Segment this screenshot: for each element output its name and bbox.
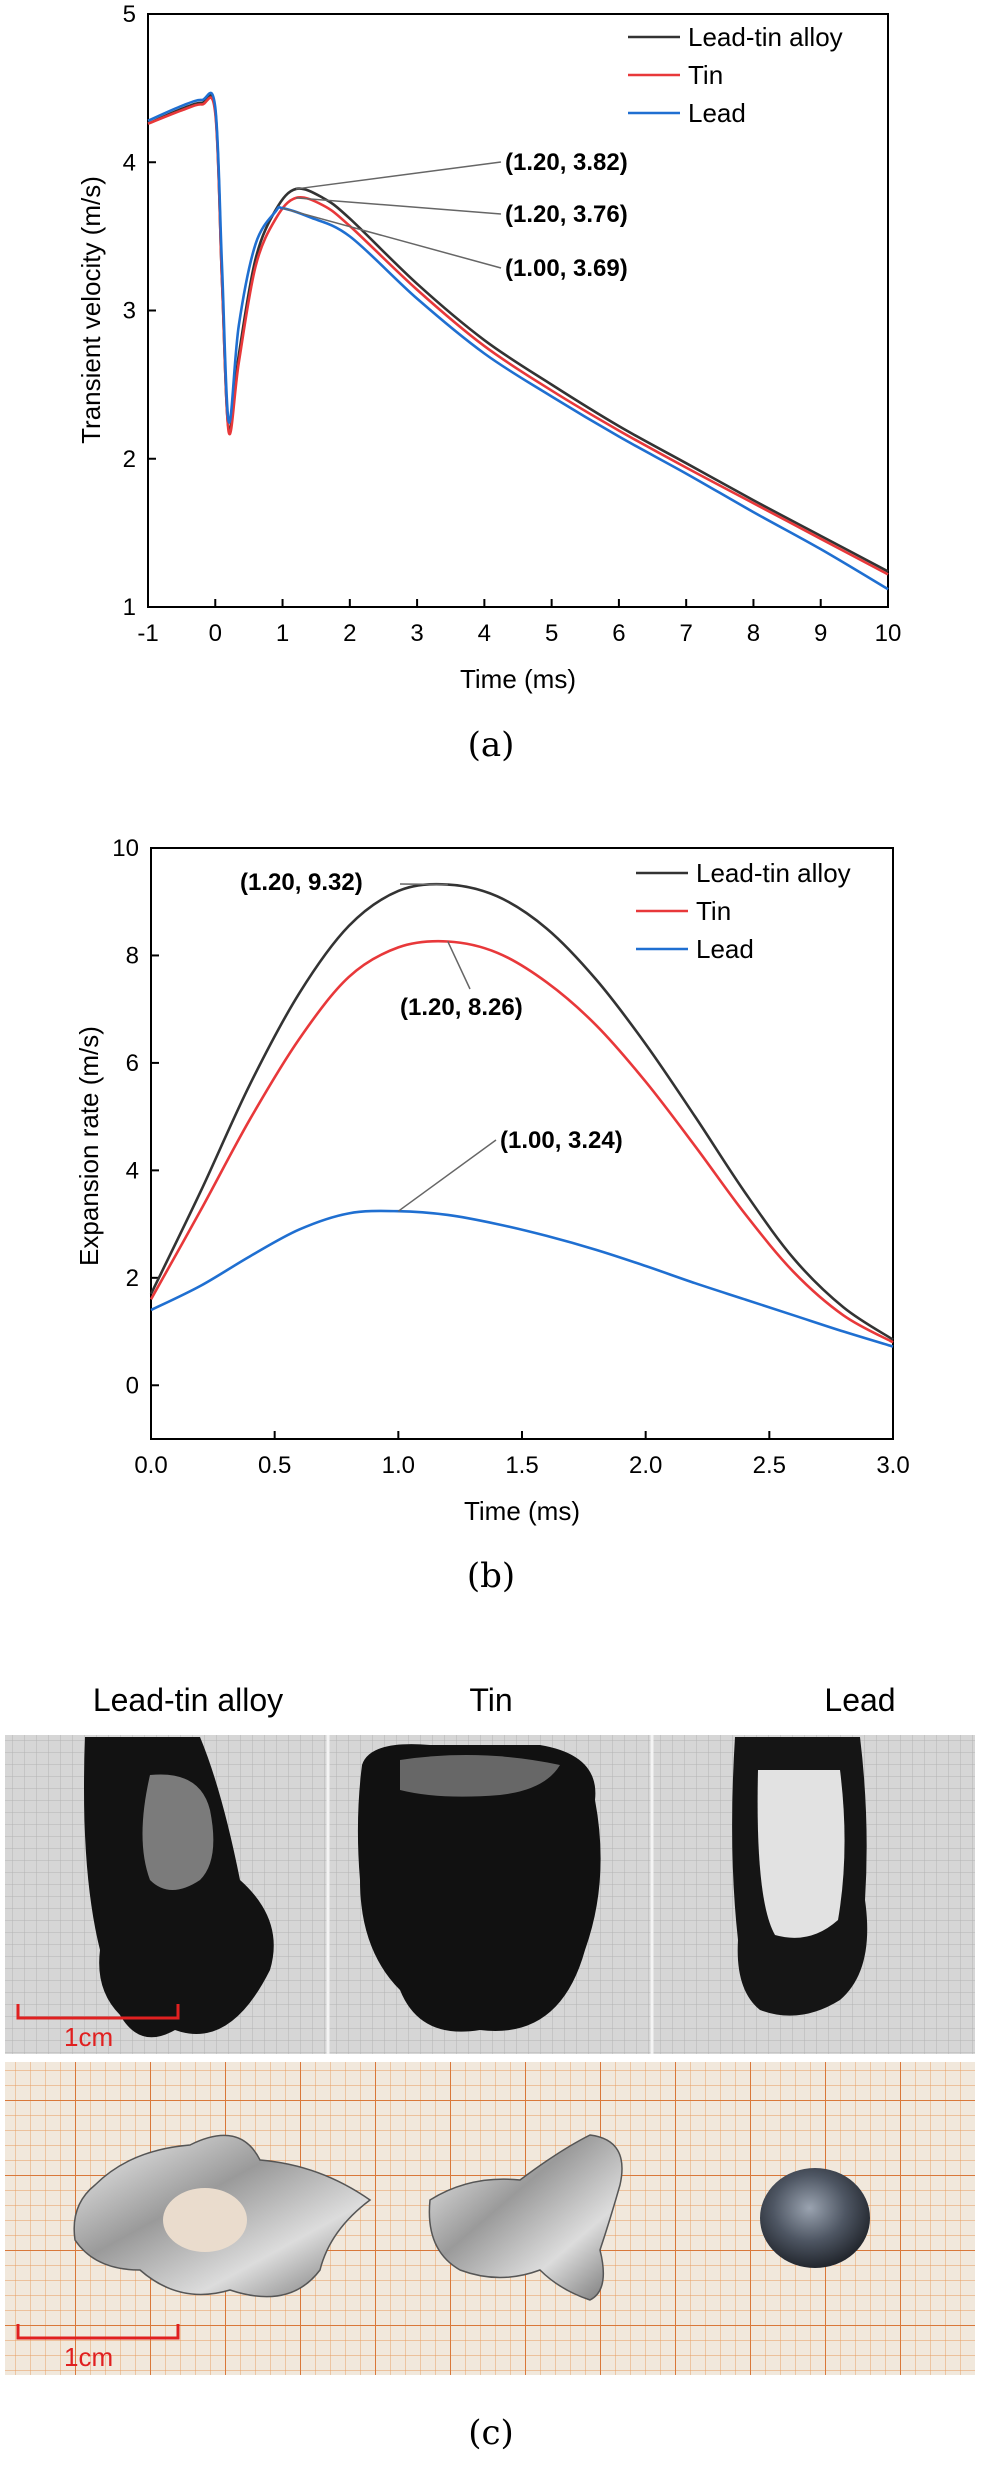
annotations-b: (1.20, 9.32) (1.20, 8.26) (1.00, 3.24) — [240, 869, 623, 1212]
scale-bar-top — [16, 2004, 180, 2020]
x-tick-label: 1.0 — [382, 1452, 415, 1479]
residue-lead — [760, 2168, 870, 2268]
legend-label-tin-b: Tin — [696, 896, 731, 926]
legend-a: Lead-tin alloy Tin Lead — [628, 22, 843, 128]
x-tick-label: 6 — [612, 620, 625, 647]
x-tick-label: 0.5 — [258, 1452, 291, 1479]
x-tick-label: 2.0 — [629, 1452, 662, 1479]
series-line-lead-tin-alloy — [149, 882, 894, 1341]
y-tick-label: 2 — [123, 446, 136, 473]
high-speed-frames: 1cm — [5, 1735, 975, 2054]
y-tick-label: 1 — [123, 594, 136, 621]
x-tick-label: 4 — [478, 620, 491, 647]
axis-ticks-b: 0.0 0.5 1.0 1.5 2.0 2.5 3.0 0 2 4 6 8 10 — [112, 835, 909, 1479]
x-tick-label: -1 — [137, 620, 158, 647]
photo-header-lead: Lead — [824, 1682, 895, 1718]
photo-header-tin: Tin — [469, 1682, 512, 1718]
y-tick-label: 4 — [123, 149, 136, 176]
photo-panel: Lead-tin alloy Tin Lead 1cm — [5, 1682, 975, 2375]
data-label: (1.20, 9.32) — [240, 869, 363, 896]
residue-tin — [428, 2134, 623, 2301]
legend-b: Lead-tin alloy Tin Lead — [636, 858, 851, 964]
x-tick-label: 8 — [747, 620, 760, 647]
y-axis-label-a: Transient velocity (m/s) — [76, 176, 106, 444]
y-tick-label: 0 — [126, 1372, 139, 1399]
x-tick-label: 5 — [545, 620, 558, 647]
x-axis-label-b: Time (ms) — [464, 1496, 580, 1526]
y-tick-label: 4 — [126, 1157, 139, 1184]
plot-frame-a — [147, 13, 889, 608]
x-tick-label: 9 — [814, 620, 827, 647]
legend-label-lead-tin-a: Lead-tin alloy — [688, 22, 843, 52]
photo-header-lead-tin: Lead-tin alloy — [93, 1682, 283, 1718]
x-axis-label-a: Time (ms) — [460, 664, 576, 694]
plume-tin-highlight — [400, 1755, 560, 1797]
data-label: (1.20, 3.76) — [505, 201, 628, 228]
data-label-leader — [399, 883, 448, 886]
x-tick-label: 0.0 — [134, 1452, 167, 1479]
legend-label-tin-a: Tin — [688, 60, 723, 90]
x-tick-label: 3.0 — [876, 1452, 909, 1479]
data-label: (1.00, 3.24) — [500, 1127, 623, 1154]
data-label-leader — [282, 207, 502, 269]
series-line-tin — [149, 939, 894, 1344]
legend-label-lead-tin-b: Lead-tin alloy — [696, 858, 851, 888]
axis-ticks-a: -1 0 1 2 3 4 5 6 7 8 9 10 1 2 3 4 5 — [123, 1, 902, 647]
scale-bar-bottom — [16, 2324, 180, 2340]
x-tick-label: 2.5 — [753, 1452, 786, 1479]
plume-lead-highlight — [757, 1770, 845, 1938]
data-label: (1.20, 3.82) — [505, 149, 628, 176]
chart-b: 0.0 0.5 1.0 1.5 2.0 2.5 3.0 0 2 4 6 8 10 (1.20, 9.32… — [74, 835, 910, 1526]
x-tick-label: 1.5 — [505, 1452, 538, 1479]
y-axis-label-b: Expansion rate (m/s) — [74, 1026, 104, 1266]
data-label-leader — [447, 941, 471, 990]
annotations-a: (1.20, 3.82) (1.20, 3.76) (1.00, 3.69) — [282, 149, 628, 282]
y-tick-label: 6 — [126, 1050, 139, 1077]
y-tick-label: 3 — [123, 298, 136, 325]
plume-tin — [357, 1744, 601, 2032]
x-tick-label: 10 — [875, 620, 902, 647]
x-tick-label: 3 — [410, 620, 423, 647]
caption-b: (b) — [467, 1556, 515, 1596]
x-tick-label: 0 — [209, 620, 222, 647]
data-label-leader — [295, 161, 502, 190]
data-label: (1.20, 8.26) — [400, 994, 523, 1021]
scale-label-bottom: 1cm — [64, 2342, 113, 2372]
data-label-leader — [397, 1139, 497, 1212]
caption-a: (a) — [468, 725, 515, 765]
caption-c: (c) — [468, 2413, 514, 2453]
residue-lead-tin-hole — [163, 2188, 247, 2252]
residue-photos: 1cm — [5, 2062, 975, 2375]
y-tick-label: 10 — [112, 835, 139, 862]
scale-label-top: 1cm — [64, 2022, 113, 2052]
x-tick-label: 2 — [343, 620, 356, 647]
data-label: (1.00, 3.69) — [505, 255, 628, 282]
series-group-b — [149, 882, 894, 1348]
legend-label-lead-a: Lead — [688, 98, 746, 128]
plume-lead-tin-highlight — [142, 1774, 214, 1890]
x-tick-label: 1 — [276, 620, 289, 647]
x-tick-label: 7 — [680, 620, 693, 647]
data-label-leader — [295, 197, 502, 215]
y-tick-label: 5 — [123, 1, 136, 28]
legend-label-lead-b: Lead — [696, 934, 754, 964]
series-line-lead — [150, 1209, 894, 1348]
y-tick-label: 2 — [126, 1265, 139, 1292]
y-tick-label: 8 — [126, 942, 139, 969]
